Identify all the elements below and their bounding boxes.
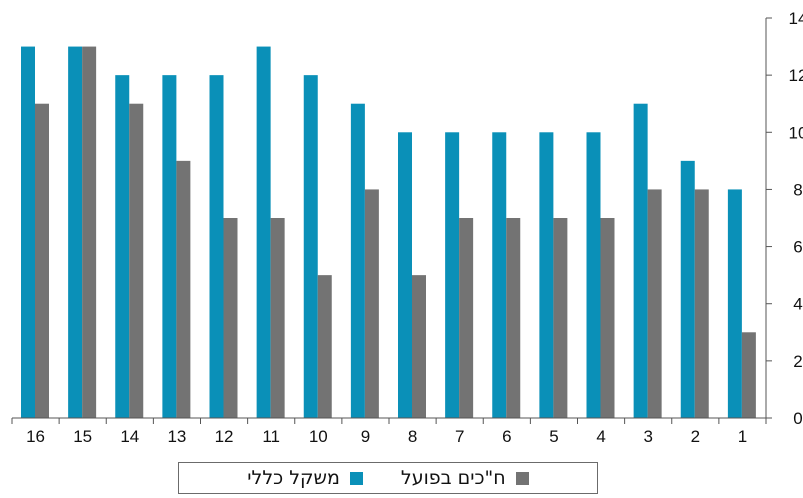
bar-series-0-cat-14	[115, 75, 130, 418]
bar-series-1-cat-15	[82, 46, 97, 418]
y-tick-label-2: 2	[793, 352, 802, 371]
bar-series-0-cat-4	[586, 132, 601, 419]
bar-series-1-cat-6	[506, 218, 521, 418]
x-tick-label-8: 8	[408, 427, 417, 446]
bar-series-0-cat-11	[256, 46, 271, 418]
y-tick-label-6: 6	[793, 238, 802, 257]
y-tick-label-14: 14	[789, 9, 803, 28]
y-tick-label-10: 10	[789, 123, 803, 142]
legend-item-series-1: ח"כים בפועל	[401, 467, 529, 489]
bar-series-0-cat-1	[727, 189, 742, 418]
bar-series-1-cat-3	[647, 189, 662, 418]
bar-series-1-cat-14	[129, 103, 144, 419]
bar-series-0-cat-9	[350, 103, 365, 419]
legend: משקל כללי ח"כים בפועל	[178, 462, 598, 494]
bar-series-0-cat-6	[492, 132, 507, 419]
y-tick-label-4: 4	[793, 295, 802, 314]
bar-series-1-cat-11	[270, 218, 285, 418]
y-tick-label-0: 0	[793, 409, 802, 428]
bar-series-0-cat-10	[303, 75, 318, 418]
legend-item-series-0: משקל כללי	[247, 467, 363, 489]
x-tick-label-13: 13	[167, 427, 186, 446]
x-tick-label-7: 7	[455, 427, 464, 446]
bar-series-0-cat-7	[445, 132, 460, 419]
bar-series-0-cat-3	[633, 103, 648, 419]
x-tick-label-11: 11	[262, 427, 280, 446]
bar-series-1-cat-13	[176, 160, 191, 419]
y-tick-label-8: 8	[793, 180, 802, 199]
bar-series-1-cat-7	[459, 218, 474, 418]
legend-swatch-series-1	[515, 471, 529, 485]
bar-series-0-cat-13	[162, 75, 177, 418]
legend-label-series-1: ח"כים בפועל	[400, 467, 506, 489]
bar-series-0-cat-2	[680, 160, 695, 419]
bar-series-1-cat-4	[600, 218, 615, 418]
y-tick-label-12: 12	[789, 66, 803, 85]
x-tick-label-12: 12	[215, 427, 234, 446]
x-tick-label-2: 2	[691, 427, 700, 446]
bar-series-1-cat-16	[35, 103, 49, 419]
bar-series-1-cat-10	[317, 275, 332, 418]
bar-series-1-cat-2	[694, 189, 709, 418]
x-tick-label-10: 10	[309, 427, 328, 446]
x-tick-label-5: 5	[549, 427, 558, 446]
bar-series-1-cat-12	[223, 218, 238, 418]
bar-series-1-cat-5	[553, 218, 568, 418]
x-tick-label-6: 6	[502, 427, 511, 446]
legend-label-series-0: משקל כללי	[247, 467, 340, 489]
x-tick-label-9: 9	[361, 427, 370, 446]
bar-series-1-cat-8	[412, 275, 426, 418]
x-tick-label-16: 16	[26, 427, 45, 446]
bar-series-1-cat-1	[741, 332, 756, 418]
x-tick-label-15: 15	[73, 427, 92, 446]
bar-series-0-cat-16	[21, 46, 35, 418]
x-tick-label-4: 4	[596, 427, 605, 446]
bar-series-1-cat-9	[364, 189, 379, 418]
x-tick-label-1: 1	[738, 427, 747, 446]
bar-series-0-cat-15	[68, 46, 83, 418]
bar-series-0-cat-5	[539, 132, 554, 419]
legend-swatch-series-0	[349, 471, 363, 485]
x-tick-label-3: 3	[643, 427, 652, 446]
bar-series-0-cat-8	[398, 132, 412, 419]
bar-series-0-cat-12	[209, 75, 224, 418]
x-tick-label-14: 14	[120, 427, 139, 446]
